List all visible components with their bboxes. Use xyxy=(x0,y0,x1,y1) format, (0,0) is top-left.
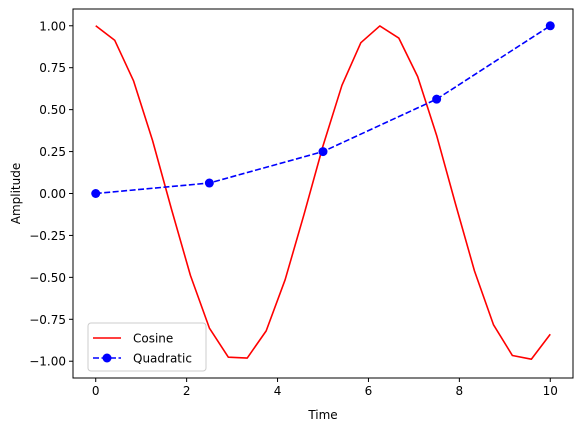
data-point-quadratic xyxy=(91,189,100,198)
x-axis-label: Time xyxy=(307,408,337,422)
data-point-quadratic xyxy=(432,95,441,104)
legend: Cosine Quadratic xyxy=(88,323,206,371)
legend-marker-quadratic xyxy=(103,354,112,363)
y-tick-label: −0.50 xyxy=(29,271,66,285)
x-tick-label: 4 xyxy=(274,384,282,398)
y-tick-label: 0.75 xyxy=(39,61,66,75)
data-point-quadratic xyxy=(319,147,328,156)
x-tick-label: 2 xyxy=(183,384,191,398)
x-tick-label: 8 xyxy=(456,384,464,398)
y-tick-label: 0.50 xyxy=(39,103,66,117)
y-tick-label: −0.25 xyxy=(29,229,66,243)
y-tick-label: 0.00 xyxy=(39,187,66,201)
y-tick-label: −1.00 xyxy=(29,355,66,369)
y-axis-label: Amplitude xyxy=(9,163,23,225)
data-point-quadratic xyxy=(205,179,214,188)
y-tick-label: −0.75 xyxy=(29,313,66,327)
y-tick-label: 0.25 xyxy=(39,145,66,159)
legend-label-quadratic: Quadratic xyxy=(133,352,192,366)
data-point-quadratic xyxy=(546,21,555,30)
x-tick-label: 10 xyxy=(543,384,558,398)
x-tick-label: 6 xyxy=(365,384,373,398)
legend-label-cosine: Cosine xyxy=(133,332,173,346)
y-tick-label: 1.00 xyxy=(39,19,66,33)
x-tick-label: 0 xyxy=(92,384,100,398)
